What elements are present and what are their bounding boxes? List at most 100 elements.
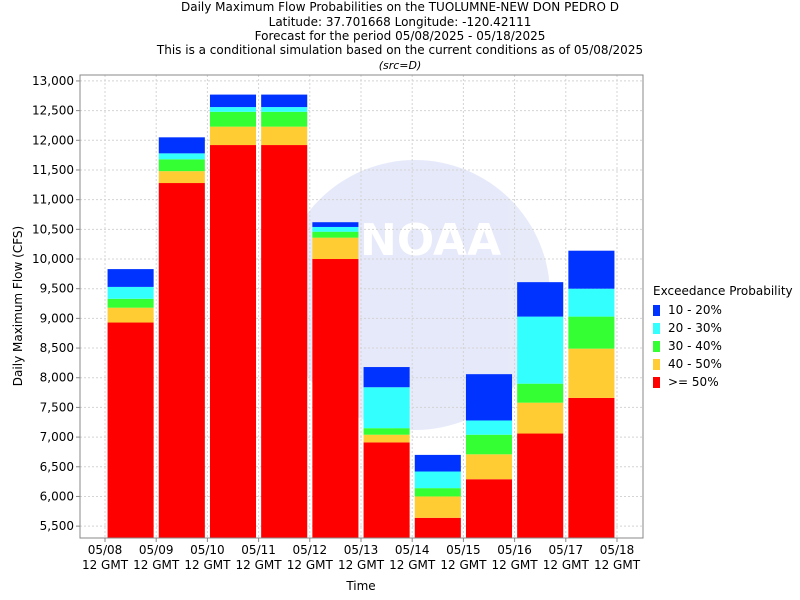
- y-tick-label: 6,500: [40, 460, 74, 474]
- bar-segment: [465, 420, 513, 435]
- bar-segment: [568, 288, 615, 317]
- y-tick-label: 11,500: [32, 163, 74, 177]
- bar-segment: [158, 137, 205, 154]
- chart-source-label: (src=D): [378, 59, 422, 72]
- bar-segment: [209, 126, 257, 146]
- y-tick-label: 7,000: [40, 430, 74, 444]
- bar-segment: [312, 259, 359, 538]
- x-tick-date: 05/15: [446, 543, 481, 557]
- bar-segment: [261, 145, 308, 539]
- x-tick-time: 12 GMT: [236, 558, 283, 572]
- bar-segment: [414, 496, 461, 518]
- x-tick-time: 12 GMT: [492, 558, 539, 572]
- bar-segment: [517, 433, 564, 538]
- x-tick-time: 12 GMT: [133, 558, 180, 572]
- bar-segment: [465, 434, 513, 455]
- bar-segment: [517, 316, 564, 384]
- bar-segment: [517, 402, 564, 434]
- y-tick-label: 9,000: [40, 311, 74, 325]
- y-tick-label: 12,000: [32, 133, 74, 147]
- bar-segment: [158, 171, 205, 184]
- x-tick-time: 12 GMT: [184, 558, 231, 572]
- legend-label: 30 - 40%: [668, 339, 722, 353]
- x-tick-date: 05/10: [190, 543, 225, 557]
- y-tick-label: 5,500: [40, 519, 74, 533]
- bar-segment: [517, 383, 564, 403]
- legend-swatch: [653, 340, 660, 352]
- x-tick-date: 05/09: [139, 543, 174, 557]
- bar-segment: [261, 126, 308, 146]
- legend-item: 40 - 50%: [653, 355, 793, 373]
- x-tick-time: 12 GMT: [594, 558, 641, 572]
- bar-segment: [158, 183, 205, 539]
- bar-segment: [209, 145, 257, 539]
- watermark-logo-text: NOAA: [360, 215, 501, 266]
- legend-item: 20 - 30%: [653, 319, 793, 337]
- legend-label: 10 - 20%: [668, 303, 722, 317]
- bar-segment: [465, 454, 513, 480]
- y-tick-label: 10,000: [32, 252, 74, 266]
- x-tick-date: 05/08: [88, 543, 123, 557]
- y-tick-label: 13,000: [32, 74, 74, 88]
- bar-segment: [568, 316, 615, 349]
- x-tick-time: 12 GMT: [338, 558, 385, 572]
- bar-segment: [312, 237, 359, 260]
- legend-swatch: [653, 358, 660, 370]
- chart-title-line-2: Latitude: 37.701668 Longitude: -120.4211…: [268, 15, 532, 29]
- x-tick-time: 12 GMT: [389, 558, 436, 572]
- legend-swatch: [653, 376, 660, 388]
- bar-segment: [414, 471, 461, 489]
- bar-segment: [465, 479, 513, 538]
- bar-segment: [209, 107, 257, 112]
- x-tick-date: 05/12: [293, 543, 328, 557]
- x-tick-date: 05/14: [395, 543, 430, 557]
- bar-segment: [107, 269, 154, 287]
- bar-segment: [414, 488, 461, 497]
- bar-segment: [158, 153, 205, 160]
- bar-segment: [312, 231, 359, 238]
- legend-item: 30 - 40%: [653, 337, 793, 355]
- y-axis-label: Daily Maximum Flow (CFS): [11, 226, 25, 386]
- bar-segment: [261, 111, 308, 127]
- x-tick-time: 12 GMT: [543, 558, 590, 572]
- chart-title-line-1: Daily Maximum Flow Probabilities on the …: [181, 0, 619, 14]
- y-tick-label: 8,000: [40, 371, 74, 385]
- x-tick-date: 05/16: [497, 543, 532, 557]
- bar-segment: [107, 307, 154, 323]
- bar-segment: [414, 454, 461, 472]
- x-tick-date: 05/17: [549, 543, 584, 557]
- x-tick-time: 12 GMT: [440, 558, 487, 572]
- y-tick-label: 10,500: [32, 222, 74, 236]
- chart-title-line-4: This is a conditional simulation based o…: [156, 43, 644, 57]
- x-axis-label: Time: [345, 579, 375, 593]
- bar-segment: [261, 94, 308, 108]
- x-tick-date: 05/11: [241, 543, 276, 557]
- bars-group: [107, 94, 615, 539]
- legend-title: Exceedance Probability: [653, 284, 793, 298]
- bar-segment: [363, 367, 410, 388]
- bar-segment: [158, 159, 205, 172]
- x-tick-date: 05/13: [344, 543, 379, 557]
- bar-segment: [107, 322, 154, 538]
- bar-segment: [568, 397, 615, 538]
- legend-swatch: [653, 304, 660, 316]
- legend-item: >= 50%: [653, 373, 793, 391]
- bar-segment: [568, 250, 615, 289]
- chart-title-line-3: Forecast for the period 05/08/2025 - 05/…: [254, 29, 546, 43]
- bar-segment: [414, 517, 461, 538]
- bar-segment: [261, 107, 308, 112]
- bar-segment: [312, 226, 359, 232]
- x-tick-time: 12 GMT: [287, 558, 334, 572]
- bar-segment: [107, 286, 154, 299]
- bar-segment: [363, 442, 410, 538]
- bar-segment: [209, 111, 257, 127]
- bar-segment: [568, 348, 615, 398]
- y-tick-label: 6,000: [40, 489, 74, 503]
- legend-label: >= 50%: [668, 375, 719, 389]
- y-tick-label: 7,500: [40, 400, 74, 414]
- x-tick-date: 05/18: [600, 543, 635, 557]
- y-tick-label: 8,500: [40, 341, 74, 355]
- bar-segment: [363, 434, 410, 443]
